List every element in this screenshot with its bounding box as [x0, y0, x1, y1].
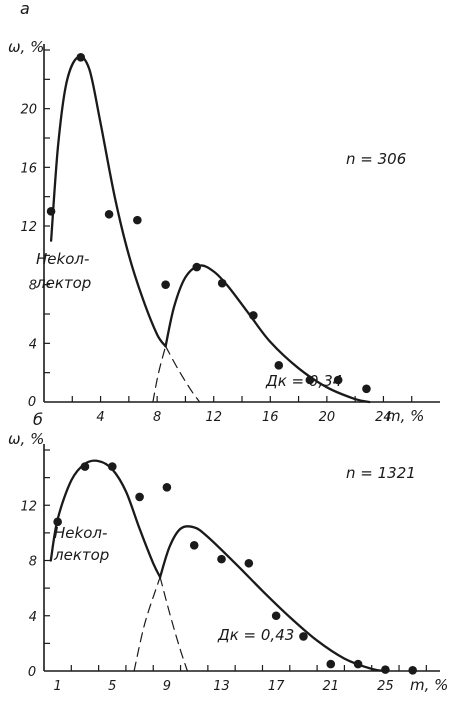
origin-label: 0	[28, 395, 36, 410]
data-point	[326, 659, 336, 669]
region-label-line-2: лектор	[53, 546, 109, 564]
dashed-curve-4	[152, 345, 167, 403]
dashed-curve-2	[159, 576, 188, 672]
data-point	[192, 262, 202, 272]
x-tick-label: 1	[54, 679, 62, 694]
panel-letter: а	[20, 0, 30, 18]
y-axis-label: ω, %	[8, 430, 44, 448]
data-point	[53, 517, 62, 527]
data-point	[381, 665, 390, 674]
data-point	[189, 541, 199, 550]
region-label-line-1: Неkол-	[36, 250, 89, 268]
data-point	[107, 462, 117, 471]
y-axis-label: ω, %	[8, 38, 44, 56]
y-tick-label: 4	[29, 337, 37, 352]
data-point	[76, 53, 86, 62]
x-tick-label: 16	[262, 410, 279, 425]
origin-label: 0	[28, 665, 36, 680]
y-tick-label: 8	[29, 555, 37, 570]
data-point	[217, 554, 226, 564]
data-point	[362, 384, 371, 394]
x-tick-label: 12	[205, 410, 222, 425]
x-tick-label: 8	[153, 410, 161, 425]
data-point	[299, 632, 308, 641]
data-point	[161, 280, 170, 289]
x-axis-label: m, %	[386, 407, 424, 425]
data-point	[333, 375, 343, 385]
data-point	[80, 462, 90, 471]
sample-size-label: n = 1321	[346, 464, 416, 482]
x-tick-label: 17	[268, 679, 285, 694]
dashed-curve-4	[133, 576, 161, 672]
region-label-line-2: лектор	[35, 274, 91, 292]
data-point	[162, 482, 172, 492]
x-tick-label: 9	[163, 679, 171, 694]
panel-letter: б	[33, 410, 43, 429]
y-tick-label: 16	[20, 161, 37, 176]
data-point	[135, 492, 144, 502]
sample-size-label: n = 306	[346, 150, 406, 168]
data-point	[244, 558, 254, 568]
fitted-curve-3	[164, 264, 371, 404]
coefficient-label: Дк = 0,43	[217, 626, 294, 644]
data-point	[353, 659, 363, 669]
data-point	[249, 311, 258, 320]
fitted-curve-3	[158, 525, 387, 673]
y-tick-label: 4	[29, 610, 37, 625]
chart-panel-1: 4 8 12 16 20 24 4 8 12 16 20 0 ω, % m, % n = 306 Дк = 0…	[8, 0, 440, 425]
x-tick-label: 5	[108, 679, 116, 694]
x-tick-label: 24	[375, 410, 392, 425]
data-point	[271, 611, 281, 621]
data-point	[104, 209, 114, 219]
region-label-line-1: Неkол-	[54, 524, 107, 542]
x-axis-label: m, %	[410, 676, 448, 694]
y-tick-label: 12	[20, 499, 37, 514]
fitted-curve-1	[49, 459, 162, 579]
y-tick-label: 12	[20, 220, 37, 235]
x-tick-label: 25	[377, 679, 394, 694]
data-point	[217, 278, 227, 288]
data-point	[305, 375, 315, 385]
coefficient-label: Дк = 0,34	[265, 372, 342, 390]
y-tick-label: 8	[29, 279, 37, 294]
dashed-curve-2	[165, 345, 201, 403]
data-point	[408, 666, 417, 675]
data-point	[46, 207, 56, 216]
chart-panel-2: 1 5 9 13 17 21 25 4 8 12 0 ω, % m, % n = 1321 Дк = 0,4…	[8, 410, 448, 694]
x-tick-label: 21	[322, 679, 339, 694]
y-tick-label: 20	[20, 103, 37, 118]
x-tick-label: 20	[319, 410, 336, 425]
fitted-curve-1	[49, 55, 167, 348]
x-tick-label: 4	[96, 410, 104, 425]
data-point	[133, 215, 142, 225]
data-point	[274, 361, 284, 370]
x-tick-label: 13	[213, 679, 230, 694]
